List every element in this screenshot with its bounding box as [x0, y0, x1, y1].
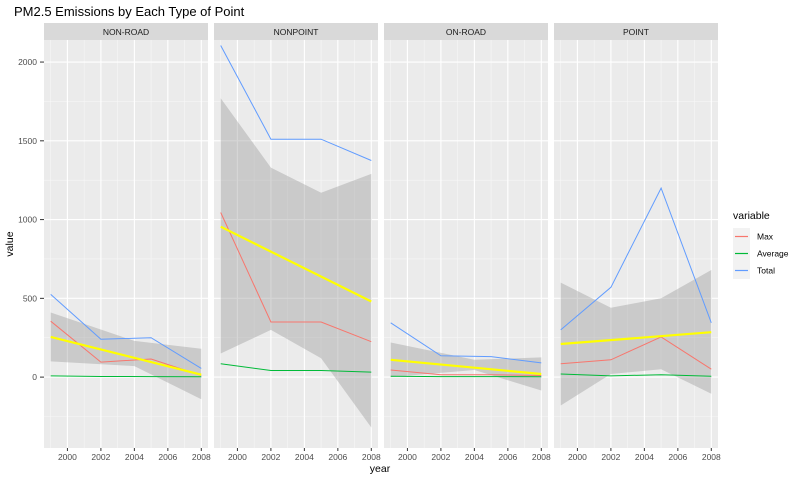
series-line-max	[220, 212, 372, 343]
facet-strip-label: NONPOINT	[274, 27, 319, 37]
series-line-average	[390, 375, 542, 378]
x-tick-label: 2006	[498, 452, 517, 462]
y-axis-title: value	[4, 231, 16, 256]
facet-background	[44, 40, 208, 448]
x-tick-label: 2008	[532, 452, 551, 462]
legend: variable Max Average Total	[733, 210, 789, 279]
x-tick-label: 2006	[668, 452, 687, 462]
y-tick-label: 2000	[18, 57, 37, 67]
series-line-average	[50, 375, 202, 378]
legend-title: variable	[733, 210, 770, 222]
facet-content	[50, 294, 202, 400]
facet-background	[554, 40, 718, 448]
x-tick-label: 2002	[601, 452, 620, 462]
facet-strip	[384, 23, 548, 40]
trend-line	[560, 331, 712, 346]
legend-label-max: Max	[757, 232, 774, 242]
chart-title: PM2.5 Emissions by Each Type of Point	[14, 4, 245, 19]
x-tick-label: 2000	[398, 452, 417, 462]
facet-strip-label: POINT	[623, 27, 649, 37]
x-tick-label: 2008	[362, 452, 381, 462]
facet-nonpoint: NONPOINT 2000 2002 2004 2006 2008	[214, 23, 381, 462]
x-tick-label: 2004	[295, 452, 314, 462]
x-tick-label: 2000	[228, 452, 247, 462]
series-line-max	[560, 336, 712, 370]
x-tick-label: 2000	[58, 452, 77, 462]
facet-content	[220, 45, 372, 428]
facet-strip	[44, 23, 208, 40]
x-tick-label: 2000	[568, 452, 587, 462]
trend-line	[220, 225, 372, 303]
x-tick-label: 2004	[635, 452, 654, 462]
x-tick-label: 2002	[261, 452, 280, 462]
panels: NON-ROAD 2000 2002 2004 2006 2008 NONPOINT 2000…	[44, 23, 721, 462]
facet-content	[560, 186, 712, 406]
y-tick-label: 500	[23, 293, 37, 303]
x-tick-label: 2008	[192, 452, 211, 462]
y-tick-label: 0	[32, 372, 37, 382]
facet-content	[390, 322, 542, 391]
x-tick-label: 2004	[465, 452, 484, 462]
facet-strip-label: ON-ROAD	[446, 27, 486, 37]
x-axis-title: year	[370, 463, 391, 475]
series-line-total	[390, 322, 542, 364]
facet-strip	[554, 23, 718, 40]
series-line-max	[390, 369, 542, 376]
series-line-average	[220, 363, 372, 373]
series-line-max	[50, 320, 202, 376]
facet-on-road: ON-ROAD 2000 2002 2004 2006 2008	[384, 23, 551, 462]
x-tick-label: 2002	[91, 452, 110, 462]
x-tick-label: 2004	[125, 452, 144, 462]
x-tick-label: 2006	[328, 452, 347, 462]
series-line-total	[220, 45, 372, 161]
facet-point: POINT 2000 2002 2004 2006 2008	[554, 23, 721, 462]
series-line-total	[50, 294, 202, 369]
x-tick-label: 2006	[158, 452, 177, 462]
facet-background	[214, 40, 378, 448]
legend-label-average: Average	[757, 249, 789, 259]
x-tick-label: 2002	[431, 452, 450, 462]
y-axis: 0 500 1000 1500 2000	[18, 57, 44, 382]
facet-strip	[214, 23, 378, 40]
facet-non-road: NON-ROAD 2000 2002 2004 2006 2008	[44, 23, 211, 462]
y-tick-label: 1000	[18, 215, 37, 225]
legend-label-total: Total	[757, 266, 775, 276]
x-tick-label: 2008	[702, 452, 721, 462]
trend-line	[390, 358, 542, 376]
series-line-average	[560, 373, 712, 377]
y-tick-label: 1500	[18, 136, 37, 146]
series-line-total	[560, 186, 712, 331]
facet-background	[384, 40, 548, 448]
facet-strip-label: NON-ROAD	[103, 27, 149, 37]
trend-line	[50, 335, 202, 376]
